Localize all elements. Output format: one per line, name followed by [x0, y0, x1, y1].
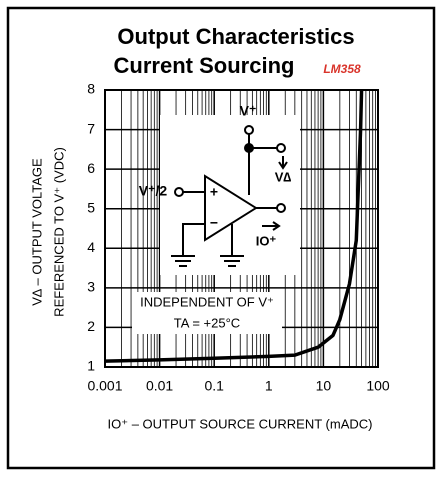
x-tick-label: 1 — [265, 378, 273, 394]
y-axis-label: V∆ – OUTPUT VOLTAGE — [29, 158, 44, 306]
y-tick-label: 5 — [87, 199, 95, 215]
part-number: LM358 — [323, 62, 361, 76]
y-tick-label: 8 — [87, 81, 95, 97]
circuit-label: V⁺/2 — [139, 183, 168, 199]
terminal — [276, 143, 286, 153]
ground — [171, 255, 195, 267]
annotation: TA = +25°C — [174, 315, 240, 330]
arrow-head — [278, 161, 288, 170]
annotation: INDEPENDENT OF V⁺ — [140, 294, 274, 309]
data-line — [104, 89, 364, 363]
arrow-head — [272, 221, 281, 231]
x-tick-label: 0.01 — [146, 378, 173, 394]
circuit-label: − — [210, 215, 218, 231]
circuit-label: + — [210, 184, 218, 200]
plot-border — [104, 89, 379, 368]
circuit-label: V⁺ — [240, 103, 257, 119]
x-tick-label: 10 — [316, 378, 332, 394]
terminal — [276, 203, 286, 213]
x-tick-label: 0.1 — [204, 378, 224, 394]
circuit-diagram — [160, 115, 300, 275]
ground — [220, 255, 244, 267]
y-tick-label: 7 — [87, 120, 95, 136]
y-axis-label: REFERENCED TO V⁺ (VDC) — [51, 147, 66, 317]
circuit-label: V∆ — [275, 169, 292, 184]
x-tick-label: 0.001 — [87, 378, 122, 394]
op-amp — [204, 174, 258, 242]
y-tick-label: 1 — [87, 358, 95, 374]
y-tick-label: 2 — [87, 318, 95, 334]
chart-title: Output Characteristics — [117, 24, 354, 49]
circuit-label: IO⁺ — [256, 233, 277, 248]
y-tick-label: 6 — [87, 160, 95, 176]
chart-subtitle: Current Sourcing — [114, 53, 295, 78]
terminal — [244, 125, 254, 135]
wire — [182, 223, 205, 256]
terminal — [174, 187, 184, 197]
annotation-background — [132, 292, 282, 334]
y-tick-label: 4 — [87, 239, 95, 255]
x-axis-label: IO⁺ – OUTPUT SOURCE CURRENT (mADC) — [108, 416, 373, 431]
y-tick-label: 3 — [87, 279, 95, 295]
x-tick-label: 100 — [366, 378, 390, 394]
